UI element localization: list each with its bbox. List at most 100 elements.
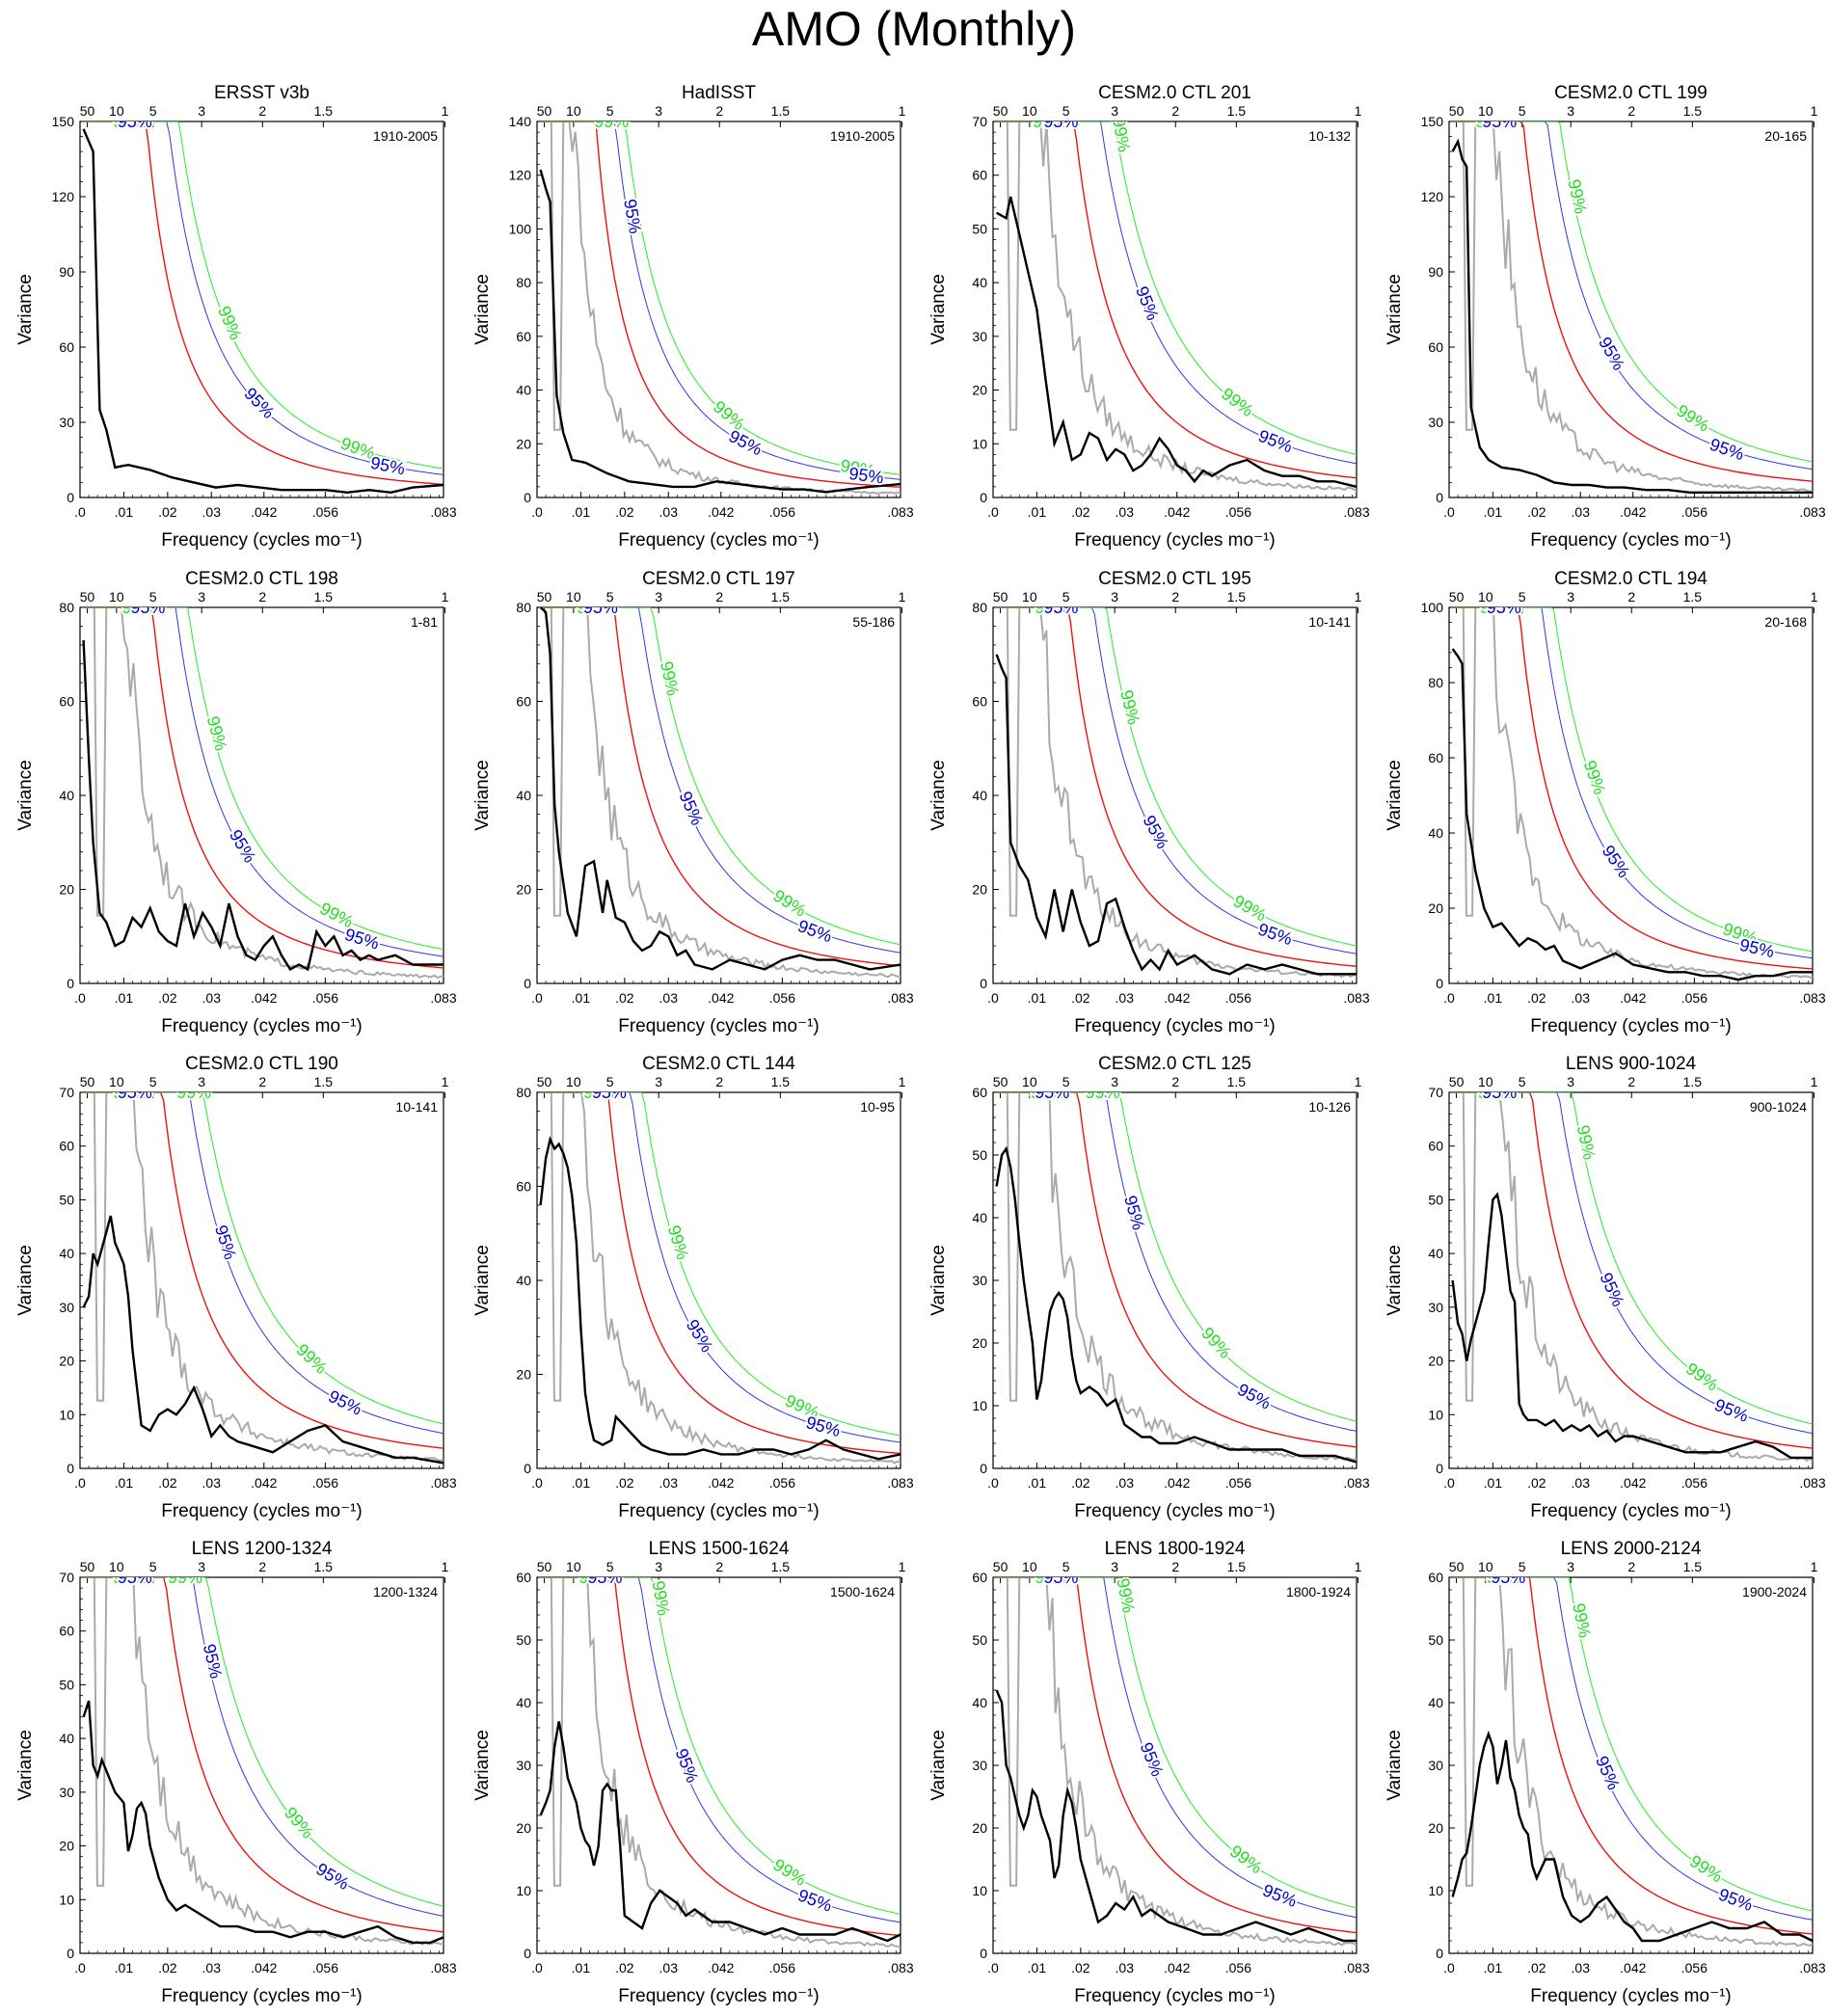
ci99-label: 99% <box>121 598 156 617</box>
period-tick-label: 5 <box>1519 1074 1526 1089</box>
x-tick-label: .0 <box>987 504 999 520</box>
y-tick-label: 50 <box>59 1192 74 1207</box>
period-tick-label: 10 <box>566 103 581 119</box>
ci99-label: 99% <box>1686 1851 1726 1886</box>
ci95-label: 95% <box>675 789 707 828</box>
x-tick-label: .0 <box>74 1960 86 1976</box>
x-tick-label: .03 <box>1572 1475 1591 1491</box>
period-tick-label: 3 <box>655 589 662 605</box>
ci95-line <box>1451 1092 1813 1435</box>
period-tick-label: 1.5 <box>314 103 334 119</box>
ci95-label: 95% <box>130 598 165 617</box>
period-tick-label: 1 <box>899 589 906 605</box>
y-tick-label: 40 <box>516 1695 531 1710</box>
ci99-line <box>82 1092 444 1425</box>
y-tick-label: 80 <box>516 600 531 615</box>
y-tick-label: 20 <box>516 1820 531 1836</box>
y-tick-label: 70 <box>972 114 987 129</box>
x-tick-label: .042 <box>708 990 734 1006</box>
x-tick-label: .0 <box>1443 504 1455 520</box>
period-tick-label: 1 <box>442 1559 449 1574</box>
period-tick-label: 10 <box>1022 103 1037 119</box>
x-tick-label: .01 <box>572 990 591 1006</box>
y-axis-label: Variance <box>15 760 36 831</box>
period-tick-label: 2 <box>1171 1559 1179 1574</box>
period-tick-label: 5 <box>149 1559 157 1574</box>
plot-frame <box>992 121 1358 498</box>
x-tick-label: .0 <box>531 990 543 1006</box>
spectrum-line <box>1451 648 1813 981</box>
x-axis-label: Frequency (cycles mo⁻¹) <box>161 1986 363 2006</box>
period-tick-label: 2 <box>1171 1074 1179 1089</box>
spectrum-line <box>1451 1192 1813 1460</box>
x-tick-label: .01 <box>1028 1475 1047 1491</box>
x-tick-label: .056 <box>769 990 795 1006</box>
chart-panel: LENS 900-1024 900-1024 0 10 20 30 40 50 60 70 Vari… <box>1384 1054 1826 1521</box>
ci95-label: 95% <box>1234 1380 1274 1413</box>
red-noise-line <box>995 607 1357 967</box>
ci95-label: 95% <box>326 1386 365 1419</box>
y-tick-label: 40 <box>1428 1695 1443 1710</box>
chart-title: LENS 1200-1324 <box>192 1539 333 1559</box>
period-tick-label: 3 <box>198 589 205 605</box>
period-tick-label: 5 <box>149 1074 157 1089</box>
control-spectrum-line <box>1451 1092 1813 1463</box>
ci99-label: 99% <box>1682 1358 1722 1394</box>
ci99-line <box>1451 607 1813 953</box>
period-tick-label: 3 <box>1567 103 1574 119</box>
ci95-label: 95% <box>1136 1739 1167 1779</box>
y-tick-label: 90 <box>1428 264 1443 280</box>
period-tick-label: 1 <box>899 1074 906 1089</box>
ci99-label: 99% <box>113 112 148 131</box>
period-tick-label: 10 <box>109 1074 124 1089</box>
period-tick-label: 5 <box>606 1074 614 1089</box>
y-tick-label: 50 <box>516 1632 531 1648</box>
x-axis-label: Frequency (cycles mo⁻¹) <box>618 1016 820 1036</box>
period-tick-label: 3 <box>198 103 205 119</box>
y-tick-label: 40 <box>59 1246 74 1261</box>
ci95-label: 95% <box>1043 1568 1078 1587</box>
ci99-label: 99% <box>1086 1083 1120 1102</box>
x-tick-label: .02 <box>1527 504 1546 520</box>
x-tick-label: .083 <box>1343 1475 1369 1491</box>
period-tick-label: 3 <box>655 1074 662 1089</box>
period-tick-label: 2 <box>1171 589 1179 605</box>
y-axis-label: Variance <box>1384 1730 1405 1801</box>
x-tick-label: .03 <box>659 990 679 1006</box>
y-tick-label: 60 <box>1428 1139 1443 1154</box>
period-tick-label: 2 <box>1627 589 1635 605</box>
period-label: 1900-2024 <box>1742 1584 1807 1599</box>
ci95-line <box>539 1577 901 1923</box>
x-tick-label: .083 <box>1799 990 1825 1006</box>
x-tick-label: .056 <box>312 1475 338 1491</box>
period-tick-label: 2 <box>258 1559 266 1574</box>
plot-area: 99%99%99%95%95%95% <box>995 112 1357 492</box>
period-tick-label: 50 <box>537 589 552 605</box>
period-tick-label: 50 <box>537 103 552 119</box>
y-tick-label: 0 <box>67 490 74 505</box>
ci99-label: 99% <box>1478 1083 1513 1102</box>
period-tick-label: 5 <box>606 589 614 605</box>
y-tick-label: 70 <box>59 1085 74 1100</box>
y-tick-label: 30 <box>59 1300 74 1315</box>
x-tick-label: .02 <box>1071 1475 1090 1491</box>
ci95-label: 95% <box>583 598 618 617</box>
period-tick-label: 50 <box>80 1559 95 1574</box>
period-tick-label: 1 <box>1355 103 1362 119</box>
red-noise-line <box>82 1092 444 1449</box>
y-tick-label: 20 <box>59 1839 74 1854</box>
y-tick-label: 50 <box>59 1677 74 1692</box>
plot-area: 99%99%99%95%95%95% <box>995 607 1357 979</box>
y-tick-label: 20 <box>516 882 531 898</box>
period-tick-label: 50 <box>80 589 95 605</box>
plot-frame <box>79 1091 444 1469</box>
ci95-label: 95% <box>1043 112 1078 131</box>
x-axis-label: Frequency (cycles mo⁻¹) <box>1530 530 1732 551</box>
spectrum-line <box>995 1689 1357 1943</box>
y-tick-label: 20 <box>972 383 987 398</box>
ci99-label: 99% <box>577 598 611 617</box>
y-tick-label: 0 <box>524 490 531 505</box>
x-tick-label: .042 <box>1620 504 1646 520</box>
period-tick-label: 2 <box>715 1559 723 1574</box>
x-tick-label: .01 <box>115 504 134 520</box>
